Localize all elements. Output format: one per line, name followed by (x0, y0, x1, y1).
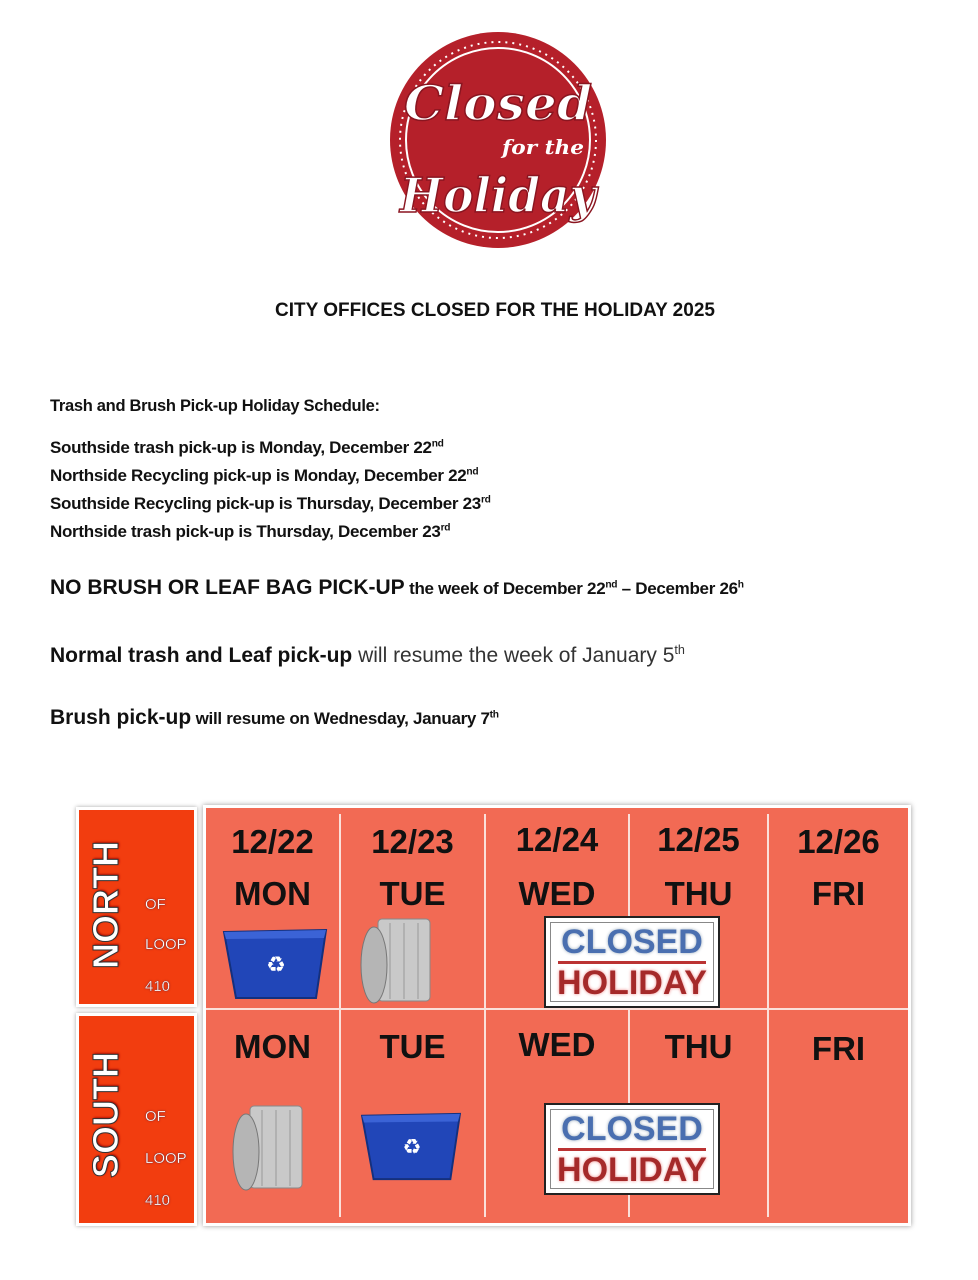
trash-can-icon (360, 918, 431, 1004)
day-label: MON (234, 1028, 311, 1065)
day-label: TUE (379, 875, 446, 912)
logo-for-the-text: for the (500, 135, 584, 159)
schedule-heading: Trash and Brush Pick-up Holiday Schedule… (50, 397, 380, 415)
date-label: 12/24 (515, 821, 599, 858)
date-label: 12/22 (231, 823, 314, 860)
loop-label: LOOP (145, 1150, 187, 1167)
of-label: OF (145, 1108, 166, 1125)
loop-number: 410 (145, 1192, 171, 1209)
date-label: 12/23 (371, 823, 454, 860)
loop-number: 410 (145, 978, 171, 995)
schedule-line: Northside trash pick-up is Thursday, Dec… (50, 522, 451, 541)
north-label-box: NORTH OF LOOP 410 (76, 807, 197, 1007)
sign-holiday-text: HOLIDAY (557, 1151, 707, 1189)
south-label: SOUTH (85, 1052, 127, 1179)
svg-text:♻: ♻ (266, 953, 286, 978)
loop-label: LOOP (145, 936, 187, 953)
day-label: FRI (811, 875, 866, 912)
sign-closed-text: CLOSED (561, 1110, 703, 1148)
logo-closed-text: Closed (404, 76, 592, 132)
logo-holiday-text: Holiday (398, 168, 599, 224)
of-label: OF (145, 896, 166, 913)
schedule-line: Northside Recycling pick-up is Monday, D… (50, 466, 479, 485)
sign-holiday-text: HOLIDAY (557, 964, 707, 1002)
trash-can-icon (232, 1105, 303, 1191)
south-label-box: SOUTH OF LOOP 410 (76, 1013, 197, 1226)
normal-pickup-notice: Normal trash and Leaf pick-up will resum… (50, 643, 685, 667)
day-label: WED (518, 1026, 596, 1063)
closed-for-the-holiday-logo: Closed for the Holiday (390, 32, 606, 248)
day-label: THU (664, 875, 733, 912)
page-title: CITY OFFICES CLOSED FOR THE HOLIDAY 2025 (275, 300, 715, 321)
no-brush-notice: NO BRUSH OR LEAF BAG PICK-UP the week of… (50, 576, 744, 599)
closed-holiday-sign: CLOSED HOLIDAY (544, 1103, 720, 1195)
day-label: MON (234, 875, 311, 912)
date-label: 12/25 (657, 821, 740, 858)
schedule-line: Southside Recycling pick-up is Thursday,… (50, 494, 491, 513)
sign-closed-text: CLOSED (561, 923, 703, 961)
day-label: FRI (811, 1030, 866, 1067)
svg-text:♻: ♻ (402, 1134, 421, 1159)
north-label: NORTH (85, 841, 127, 970)
day-label: WED (518, 875, 596, 912)
pickup-schedule-grid: 12/22 12/23 12/24 12/25 12/26 MON TUE WE… (203, 805, 911, 1226)
brush-pickup-notice: Brush pick-up will resume on Wednesday, … (50, 706, 499, 729)
schedule-line: Southside trash pick-up is Monday, Decem… (50, 438, 444, 457)
date-label: 12/26 (797, 823, 880, 860)
recycle-bin-icon: ♻ (222, 928, 328, 999)
closed-holiday-sign: CLOSED HOLIDAY (544, 916, 720, 1008)
day-label: TUE (379, 1028, 446, 1065)
day-label: THU (664, 1028, 733, 1065)
recycle-bin-icon: ♻ (360, 1112, 462, 1181)
